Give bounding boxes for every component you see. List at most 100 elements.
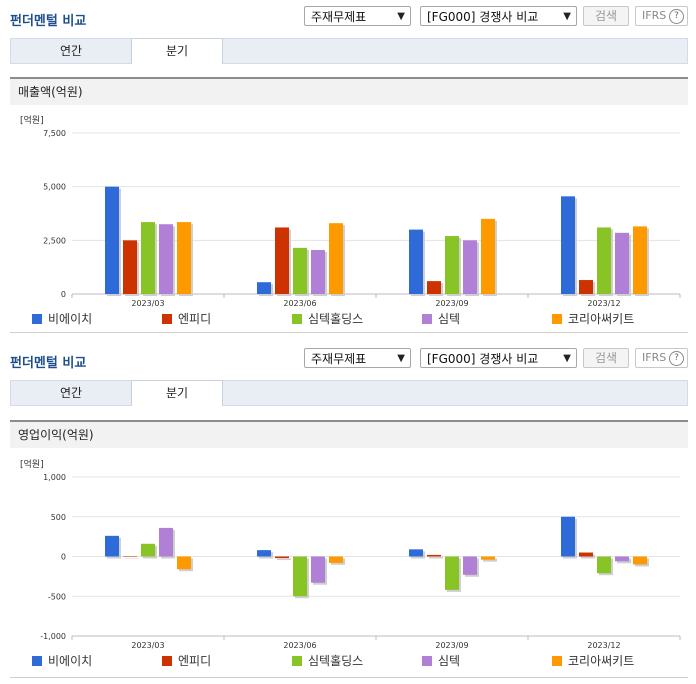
legend-swatch <box>162 656 172 666</box>
x-tick-label: 2023/03 <box>131 299 164 308</box>
bar <box>177 556 191 570</box>
ifrs-help-button[interactable]: IFRS? <box>635 348 688 368</box>
x-tick-label: 2023/12 <box>587 299 620 308</box>
statement-type-select[interactable]: 주재무제표 ▼ <box>304 348 411 368</box>
x-tick-label: 2023/09 <box>435 641 468 650</box>
bar <box>275 227 289 294</box>
legend-swatch <box>422 314 432 324</box>
bar <box>445 236 459 294</box>
divider <box>10 332 688 333</box>
bar <box>445 556 459 590</box>
bar <box>105 535 119 557</box>
bar-shadow <box>125 558 139 559</box>
help-icon: ? <box>669 9 684 24</box>
select-value: 주재무제표 <box>311 10 367 24</box>
ifrs-label: IFRS <box>642 9 667 22</box>
revenue-chart: [억원] 0 2,500 5,000 7,500 2023/03 2023/06 2023/0… <box>20 114 681 326</box>
bar <box>597 556 611 574</box>
bar <box>141 222 155 294</box>
chevron-down-icon: ▼ <box>563 11 571 22</box>
bar <box>123 556 137 557</box>
bar <box>579 280 593 294</box>
chevron-down-icon: ▼ <box>563 353 571 364</box>
x-tick-label: 2023/12 <box>587 641 620 650</box>
statement-type-select[interactable]: 주재무제표 ▼ <box>304 6 411 26</box>
legend-label: 엔피디 <box>178 654 211 668</box>
bar <box>141 543 155 557</box>
y-tick-label: -1,000 <box>40 632 66 641</box>
legend-swatch <box>32 314 42 324</box>
bar <box>275 556 289 559</box>
bar <box>293 556 307 597</box>
tab-quarterly[interactable]: 분기 <box>131 380 223 406</box>
search-button[interactable]: 검색 <box>583 348 629 368</box>
legend-swatch <box>422 656 432 666</box>
bar <box>329 223 343 294</box>
legend-label: 비에이치 <box>48 654 92 668</box>
period-tabs: 연간 분기 <box>10 380 688 406</box>
legend-label: 심텍 <box>438 312 460 326</box>
bar-shadow <box>277 558 291 561</box>
bar <box>481 218 495 294</box>
legend-swatch <box>32 656 42 666</box>
ifrs-help-button[interactable]: IFRS? <box>635 6 688 26</box>
x-tick-label: 2023/06 <box>283 641 316 650</box>
tab-quarterly[interactable]: 분기 <box>131 38 223 64</box>
bar <box>463 240 477 294</box>
legend-label: 비에이치 <box>48 312 92 326</box>
tab-annual[interactable]: 연간 <box>59 386 83 400</box>
bar <box>561 196 575 294</box>
bar <box>633 556 647 565</box>
bar <box>579 552 593 557</box>
bar <box>257 550 271 557</box>
bar-shadow <box>483 558 497 562</box>
compare-select[interactable]: [FG000] 경쟁사 비교 ▼ <box>420 6 577 26</box>
bar <box>293 247 307 294</box>
y-tick-label: 0 <box>61 553 66 562</box>
bar <box>159 527 173 557</box>
period-tabs: 연간 분기 <box>10 38 688 64</box>
bar <box>123 240 137 294</box>
x-tick-label: 2023/03 <box>131 641 164 650</box>
search-button[interactable]: 검색 <box>583 6 629 26</box>
help-icon: ? <box>669 351 684 366</box>
legend-swatch <box>552 314 562 324</box>
section-title: 영업이익(억원) <box>10 420 688 448</box>
bar <box>409 549 423 557</box>
legend-swatch <box>292 314 302 324</box>
legend-swatch <box>292 656 302 666</box>
y-tick-label: 0 <box>61 290 66 299</box>
bar <box>177 222 191 294</box>
bar <box>311 249 325 294</box>
y-tick-label: 500 <box>51 513 66 522</box>
tab-annual[interactable]: 연간 <box>59 44 83 58</box>
bar <box>311 556 325 583</box>
bar <box>159 224 173 294</box>
legend-label: 코리아써키트 <box>568 312 634 326</box>
compare-select[interactable]: [FG000] 경쟁사 비교 ▼ <box>420 348 577 368</box>
bar-shadow <box>581 554 595 559</box>
legend-swatch <box>552 656 562 666</box>
y-tick-label: 7,500 <box>43 129 66 138</box>
legend-label: 심텍 <box>438 654 460 668</box>
bar <box>463 556 477 575</box>
bar <box>427 554 441 557</box>
bar <box>105 186 119 294</box>
bar <box>409 229 423 294</box>
legend-label: 심텍홀딩스 <box>308 312 363 326</box>
chevron-down-icon: ▼ <box>397 11 405 22</box>
select-value: 주재무제표 <box>311 352 367 366</box>
bar <box>597 227 611 294</box>
unit-label: [억원] <box>20 114 44 126</box>
panel-title: 펀더멘털 비교 <box>10 356 87 371</box>
divider <box>10 677 688 678</box>
bar-shadow <box>429 556 443 559</box>
y-tick-label: 2,500 <box>43 236 66 245</box>
unit-label: [억원] <box>20 458 44 470</box>
bar <box>257 282 271 294</box>
bar <box>481 556 495 560</box>
select-value: [FG000] 경쟁사 비교 <box>427 10 539 24</box>
legend-label: 엔피디 <box>178 312 211 326</box>
x-tick-label: 2023/06 <box>283 299 316 308</box>
panel-title: 펀더멘털 비교 <box>10 14 87 29</box>
